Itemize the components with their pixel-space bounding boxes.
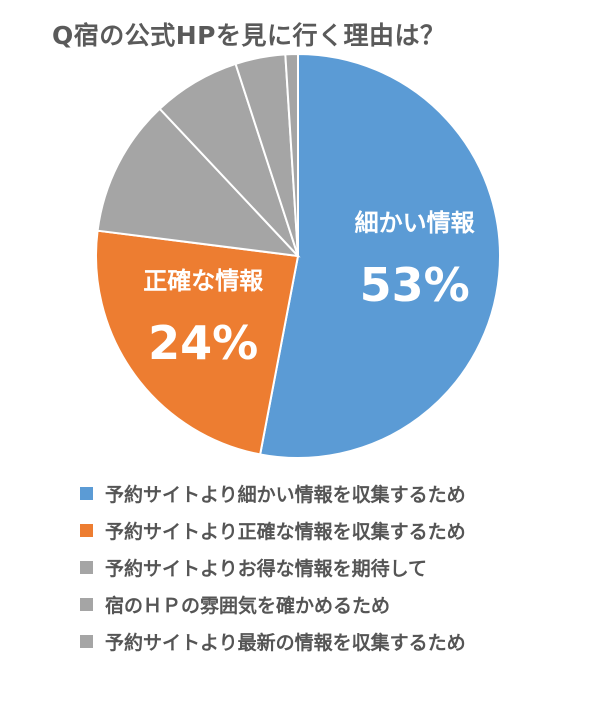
legend-swatch [80,634,93,648]
legend-swatch [80,597,93,611]
legend-item: 予約サイトより最新の情報を収集するため [80,626,466,656]
legend-label: 予約サイトよりお得な情報を期待して [105,557,428,580]
legend-swatch [80,486,93,500]
legend: 予約サイトより細かい情報を収集するため 予約サイトより正確な情報を収集するため … [80,478,466,663]
pie-slice [96,107,301,258]
legend-label: 宿のＨＰの雰囲気を確かめるため [105,594,391,617]
legend-label: 予約サイトより細かい情報を収集するため [105,483,466,506]
legend-swatch [80,523,93,537]
pie-slice [284,52,299,257]
slice-value-label: 24% [148,316,258,370]
slice-category-label: 細かい情報 [355,209,476,237]
legend-label: 予約サイトより正確な情報を収集するため [105,520,466,543]
pie-chart: 細かい情報 53% 正確な情報 24% [95,52,501,459]
legend-item: 宿のＨＰの雰囲気を確かめるため [80,589,466,619]
chart-title: Q宿の公式HPを見に行く理由は？ [52,21,446,50]
pie-slice [258,52,501,459]
legend-item: 予約サイトよりお得な情報を期待して [80,552,466,582]
legend-swatch [80,560,93,574]
slice-category-label: 正確な情報 [143,267,264,295]
legend-label: 予約サイトより最新の情報を収集するため [105,631,466,654]
slice-value-label: 53% [360,258,470,312]
pie-slice [95,229,300,456]
legend-item: 予約サイトより正確な情報を収集するため [80,515,466,545]
legend-item: 予約サイトより細かい情報を収集するため [80,478,466,508]
